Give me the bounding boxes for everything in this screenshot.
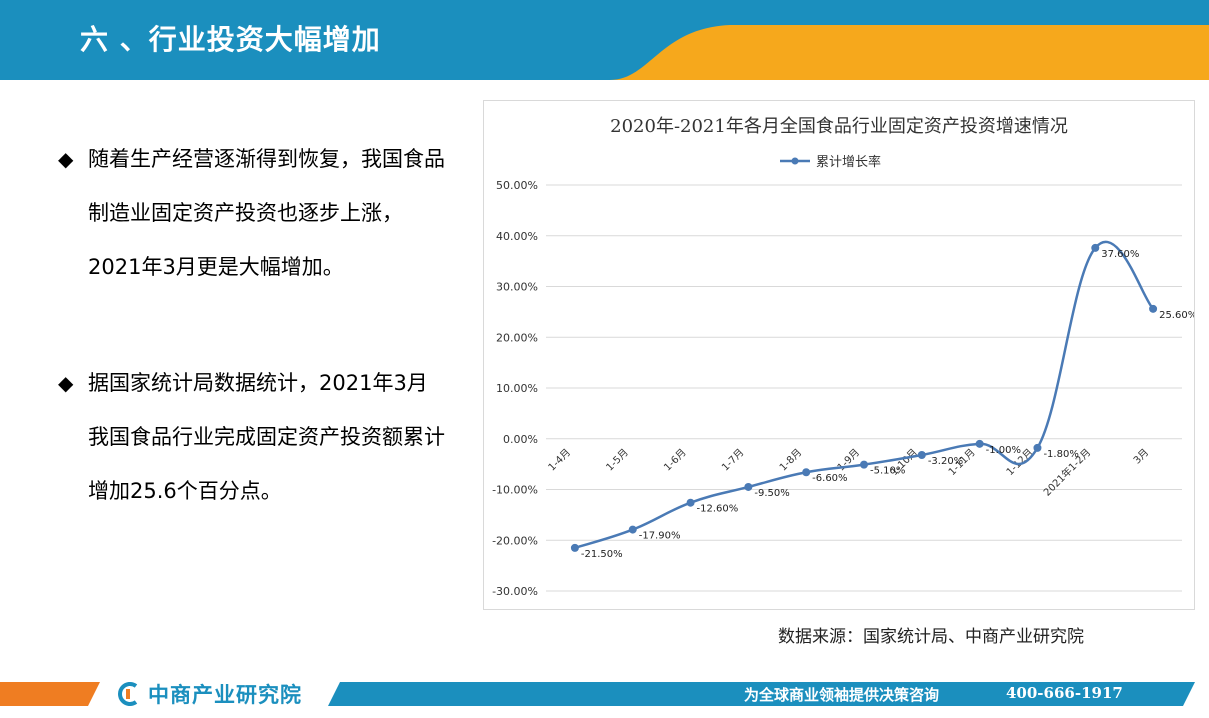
data-label: -1.00% <box>986 445 1021 456</box>
y-tick-label: 50.00% <box>496 179 538 192</box>
header-banner <box>0 0 1209 80</box>
data-point <box>917 450 926 459</box>
x-tick-label: 1-4月 <box>546 446 573 473</box>
footer-banner <box>0 682 1195 706</box>
legend-label: 累计增长率 <box>816 154 881 170</box>
page-title: 六 、行业投资大幅增加 <box>80 23 381 56</box>
y-tick-label: 20.00% <box>496 331 538 344</box>
bullet-text: 据国家统计局数据统计，2021年3月我国食品行业完成固定资产投资额累计增加25.… <box>88 371 445 503</box>
legend-marker <box>791 157 799 165</box>
data-point <box>860 460 868 469</box>
data-label: -12.60% <box>697 504 739 515</box>
bullet-list: ◆ 随着生产经营逐渐得到恢复，我国食品制造业固定资产投资也逐步上涨，2021年3… <box>58 132 458 580</box>
data-point <box>1149 304 1158 313</box>
data-point <box>975 439 984 448</box>
data-label: 37.60% <box>1101 249 1139 260</box>
x-tick-label: 3月 <box>1131 446 1151 466</box>
chart-title: 2020年-2021年各月全国食品行业固定资产投资增速情况 <box>610 116 1068 137</box>
footer-logo: 中商产业研究院 <box>114 680 302 708</box>
y-tick-label: 30.00% <box>496 281 538 294</box>
footer-slogan: 为全球商业领袖提供决策咨询 <box>744 686 940 704</box>
data-point <box>1033 443 1042 452</box>
y-tick-label: -20.00% <box>492 534 538 547</box>
line-chart: 2020年-2021年各月全国食品行业固定资产投资增速情况 累计增长率 50.0… <box>492 116 1194 598</box>
data-point <box>744 482 753 491</box>
gridlines <box>546 184 1182 592</box>
y-axis-ticks: 50.00% 40.00% 30.00% 20.00% 10.00% 0.00% -10.0… <box>492 179 538 598</box>
diamond-bullet-icon: ◆ <box>58 371 74 395</box>
data-point <box>628 525 637 534</box>
data-label: -3.20% <box>928 456 963 467</box>
data-point <box>802 468 811 477</box>
x-tick-label: 1-6月 <box>662 446 689 473</box>
data-point <box>570 543 579 552</box>
y-tick-label: 0.00% <box>503 433 538 446</box>
data-label: -9.50% <box>754 488 789 499</box>
diamond-bullet-icon: ◆ <box>58 147 74 171</box>
x-tick-label: 1-5月 <box>604 446 631 473</box>
data-points <box>570 243 1158 552</box>
y-tick-label: -10.00% <box>492 484 538 497</box>
footer-phone: 400-666-1917 <box>1006 684 1123 702</box>
bullet-item: ◆ 据国家统计局数据统计，2021年3月我国食品行业完成固定资产投资额累计增加2… <box>58 356 458 518</box>
x-tick-label: 1-7月 <box>719 446 746 473</box>
data-label: -1.80% <box>1043 449 1078 460</box>
data-label: -5.10% <box>870 466 905 477</box>
x-tick-label: 1-8月 <box>777 446 804 473</box>
data-source-note: 数据来源：国家统计局、中商产业研究院 <box>778 627 1084 647</box>
company-logo-icon <box>118 682 138 706</box>
data-point <box>686 498 695 507</box>
data-label: -21.50% <box>581 549 623 560</box>
series-line <box>574 240 1155 550</box>
data-label: -6.60% <box>812 473 847 484</box>
data-label: -17.90% <box>639 531 681 542</box>
data-point <box>1091 243 1100 252</box>
bullet-item: ◆ 随着生产经营逐渐得到恢复，我国食品制造业固定资产投资也逐步上涨，2021年3… <box>58 132 458 294</box>
y-tick-label: 40.00% <box>496 230 538 243</box>
x-tick-label: 1-9月 <box>835 446 862 473</box>
y-tick-label: -30.00% <box>492 585 538 598</box>
chart-legend: 累计增长率 <box>780 154 881 170</box>
data-label: 25.60% <box>1159 310 1194 321</box>
data-labels: -21.50% -17.90% -12.60% -9.50% -6.60% -5.10% -… <box>581 249 1194 560</box>
bullet-text: 随着生产经营逐渐得到恢复，我国食品制造业固定资产投资也逐步上涨，2021年3月更… <box>88 147 445 279</box>
chart-container: 2020年-2021年各月全国食品行业固定资产投资增速情况 累计增长率 50.0… <box>483 100 1195 610</box>
y-tick-label: 10.00% <box>496 382 538 395</box>
company-name: 中商产业研究院 <box>148 683 302 707</box>
